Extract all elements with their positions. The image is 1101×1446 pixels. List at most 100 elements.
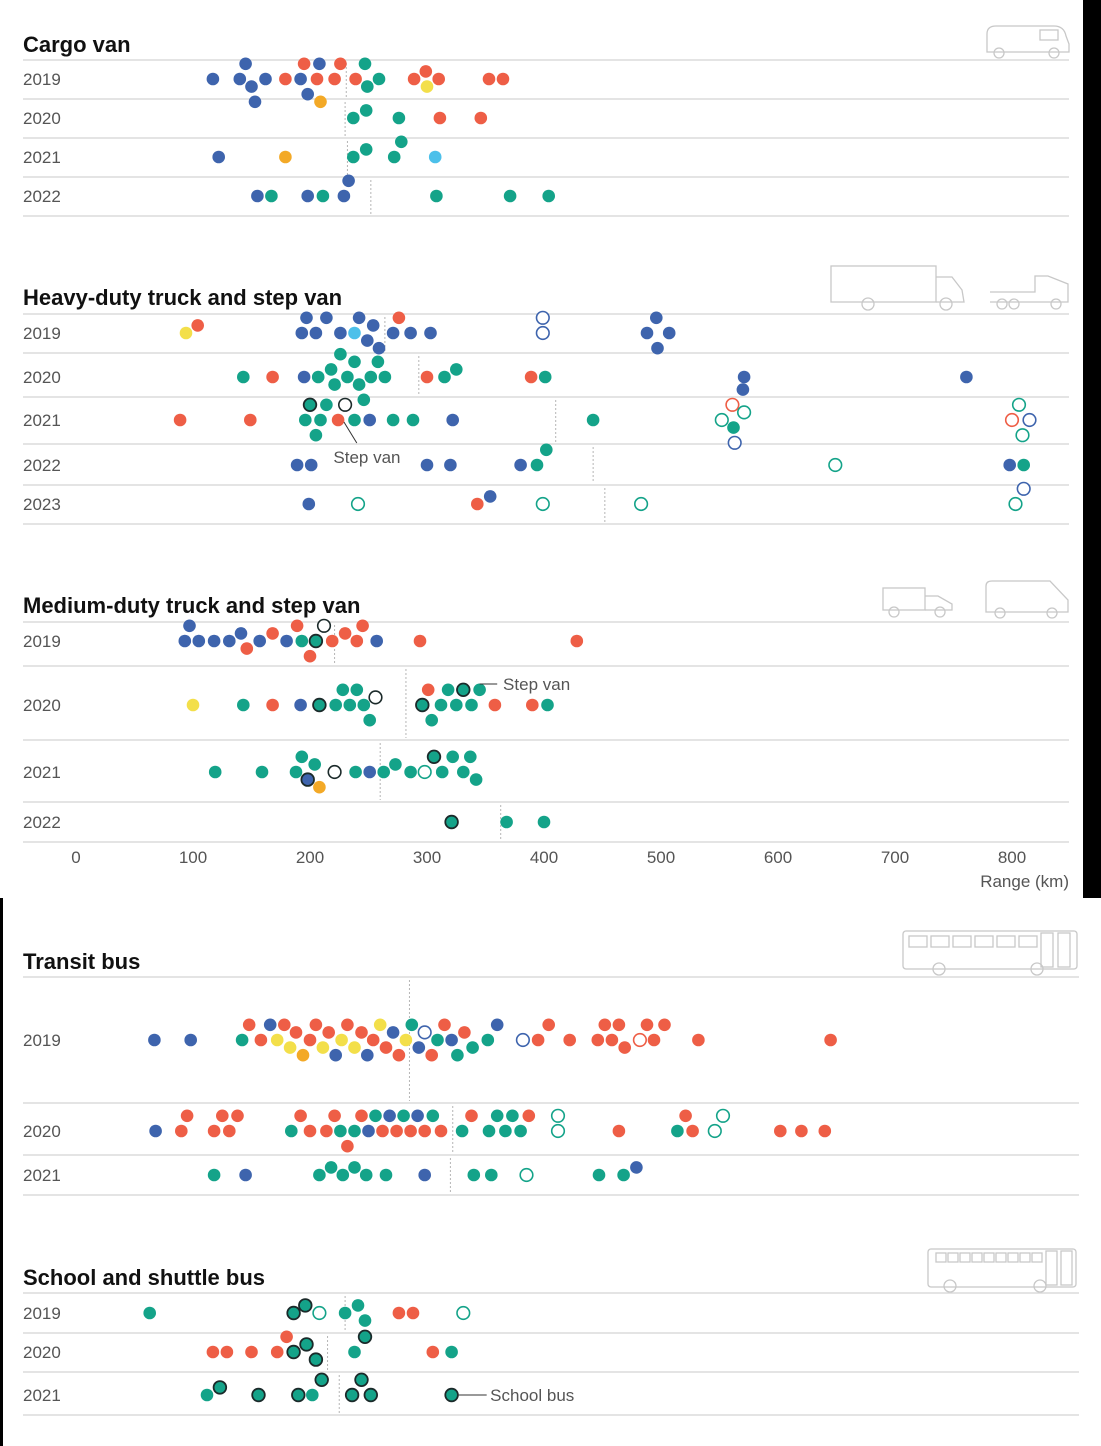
x-tick-label: 0 [71, 848, 80, 867]
data-point [412, 1041, 426, 1054]
data-point [179, 326, 193, 340]
data-point [324, 1161, 338, 1174]
data-point [828, 457, 843, 473]
data-point [207, 1124, 221, 1138]
data-point [237, 698, 250, 712]
data-point [297, 57, 311, 71]
data-point [207, 1168, 221, 1182]
x-tick-label: 300 [413, 848, 441, 867]
data-point [338, 397, 353, 412]
data-point [341, 1018, 354, 1032]
data-point [336, 683, 350, 697]
data-point [334, 1124, 347, 1138]
data-point [363, 1387, 379, 1403]
data-point [212, 150, 225, 164]
data-point [640, 1018, 654, 1032]
data-point [294, 698, 307, 712]
data-point [348, 1041, 361, 1054]
right-frame-edge [1083, 0, 1101, 898]
data-point [308, 633, 324, 649]
data-point [405, 1018, 419, 1032]
data-point [178, 634, 192, 648]
data-point [314, 95, 327, 109]
data-point [431, 1033, 444, 1047]
annotation-leader [343, 421, 358, 444]
data-point [647, 1033, 661, 1047]
data-point [425, 713, 439, 727]
data-point [379, 1041, 393, 1054]
data-point [266, 370, 279, 384]
data-point [395, 135, 408, 149]
data-point [235, 1033, 249, 1047]
data-point [563, 1033, 576, 1047]
data-point [490, 1109, 504, 1123]
data-point [960, 370, 973, 384]
data-point [316, 189, 330, 203]
data-point [438, 370, 451, 384]
data-point [233, 72, 247, 86]
data-point [351, 1299, 365, 1312]
data-point [369, 1109, 382, 1123]
year-label: 2019 [23, 324, 61, 343]
data-point [535, 310, 550, 325]
panel-title: Heavy-duty truck and step van [23, 285, 342, 310]
data-point [343, 698, 357, 712]
data-point [707, 1123, 722, 1139]
year-label: 2022 [23, 813, 61, 832]
data-point [180, 1109, 194, 1123]
annotation-label: Step van [503, 675, 570, 694]
data-point [392, 1048, 406, 1062]
data-point [359, 1168, 373, 1182]
data-point [231, 1109, 244, 1123]
data-point [662, 326, 676, 340]
data-point [348, 355, 361, 369]
data-point [425, 1048, 439, 1062]
data-point [341, 370, 354, 384]
data-point [824, 1033, 837, 1047]
data-point [285, 1124, 298, 1138]
data-point [415, 697, 430, 713]
data-point [488, 698, 502, 712]
x-tick-label: 600 [764, 848, 792, 867]
data-point [496, 72, 510, 86]
data-point [418, 1168, 432, 1182]
data-point [309, 326, 323, 340]
data-point [537, 815, 551, 829]
data-point [314, 413, 327, 427]
data-point [433, 111, 447, 125]
data-point [457, 765, 470, 779]
data-point [1016, 481, 1031, 496]
data-point [308, 1352, 324, 1367]
data-point [309, 428, 323, 442]
data-point [286, 1344, 301, 1360]
year-label: 2021 [23, 1386, 61, 1405]
data-point [550, 1108, 566, 1123]
data-point [302, 497, 316, 511]
data-point [295, 326, 309, 340]
data-point [524, 370, 538, 384]
data-point [471, 497, 484, 511]
data-point [361, 334, 374, 347]
data-point [407, 72, 421, 86]
data-point [143, 1306, 156, 1320]
data-point [658, 1018, 671, 1032]
data-point [445, 1345, 458, 1359]
data-point [334, 326, 347, 340]
data-point [514, 458, 527, 472]
data-point [336, 1168, 350, 1182]
data-point [313, 1168, 326, 1182]
data-point [419, 65, 433, 78]
data-point [301, 189, 315, 203]
data-point [313, 57, 326, 71]
data-point [485, 1168, 498, 1182]
data-point [357, 1329, 373, 1345]
data-point [736, 405, 752, 420]
data-point [795, 1124, 808, 1138]
data-point [300, 772, 315, 787]
data-point [302, 397, 318, 413]
data-point [1022, 412, 1037, 428]
data-point [251, 189, 264, 203]
data-point [458, 1026, 471, 1039]
data-point [464, 750, 477, 764]
data-point [361, 1048, 374, 1062]
